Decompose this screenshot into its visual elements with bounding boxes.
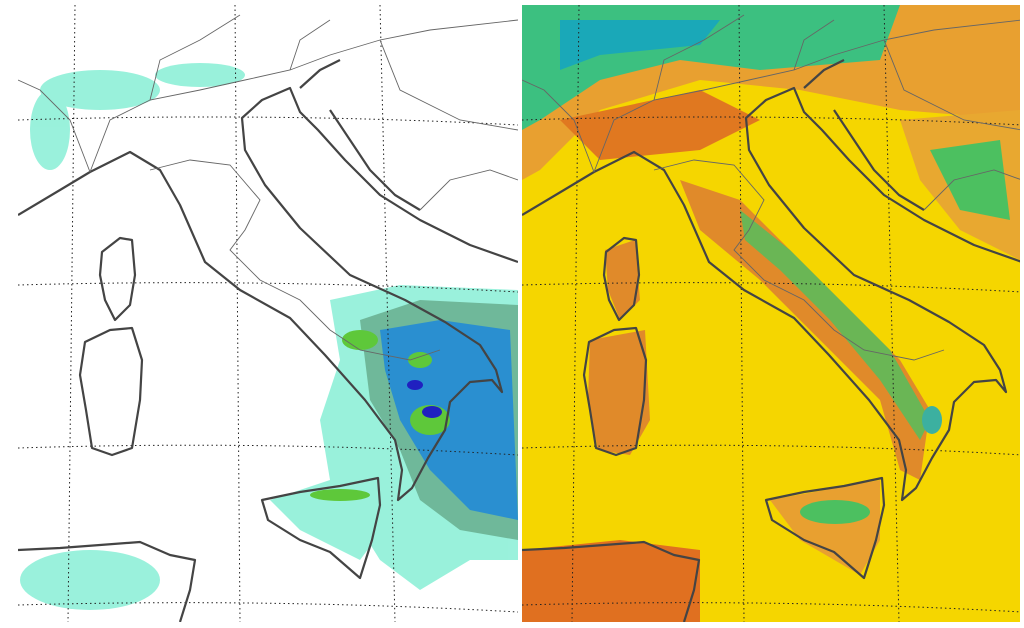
precipitation-map	[18, 5, 518, 622]
temperature-map	[522, 5, 1020, 622]
